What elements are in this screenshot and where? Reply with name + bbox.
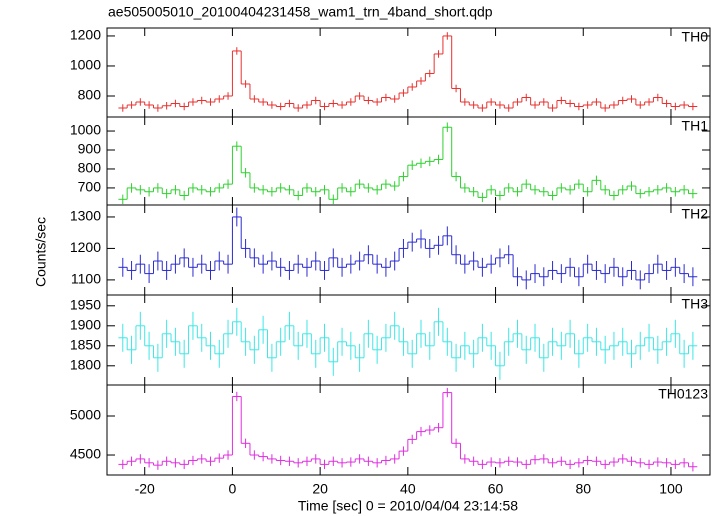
y-tick-label: 1800	[70, 357, 101, 373]
panel-label: TH3	[682, 296, 709, 312]
y-axis-label: Counts/sec	[33, 217, 49, 287]
y-tick-label: 5000	[70, 407, 101, 423]
y-tick-label: 1100	[71, 271, 101, 287]
panel-label: TH2	[682, 206, 709, 222]
y-tick-label: 1200	[70, 239, 101, 255]
panel-frame	[106, 27, 711, 118]
y-tick-label: 900	[78, 141, 102, 157]
y-tick-label: 700	[78, 179, 102, 195]
y-tick-label: 1900	[70, 317, 101, 333]
panel-frame	[106, 384, 711, 476]
panel-label: TH0	[682, 29, 709, 45]
x-tick-label: 0	[229, 481, 237, 497]
x-tick-label: 100	[659, 481, 683, 497]
x-tick-label: 40	[400, 481, 416, 497]
y-tick-label: 1000	[70, 122, 101, 138]
panel-frame	[106, 294, 711, 386]
panel-frame	[106, 116, 711, 206]
x-axis-label: Time [sec] 0 = 2010/04/04 23:14:58	[298, 498, 518, 514]
x-tick-label: 60	[488, 481, 504, 497]
y-tick-label: 1000	[70, 57, 101, 73]
y-tick-label: 800	[78, 87, 102, 103]
x-tick-label: -20	[135, 481, 155, 497]
panel-label: TH0123	[658, 386, 708, 402]
chart-title: ae505005010_20100404231458_wam1_trn_4ban…	[108, 4, 493, 20]
panel-frame	[106, 204, 711, 296]
x-tick-label: 80	[575, 481, 591, 497]
x-tick-label: 20	[312, 481, 328, 497]
panel-label: TH1	[682, 118, 709, 134]
y-tick-label: 1950	[70, 297, 101, 313]
y-tick-label: 800	[78, 160, 102, 176]
y-tick-label: 4500	[70, 446, 101, 462]
y-tick-label: 1850	[70, 337, 101, 353]
y-tick-label: 1200	[70, 27, 101, 43]
y-tick-label: 1300	[70, 208, 101, 224]
